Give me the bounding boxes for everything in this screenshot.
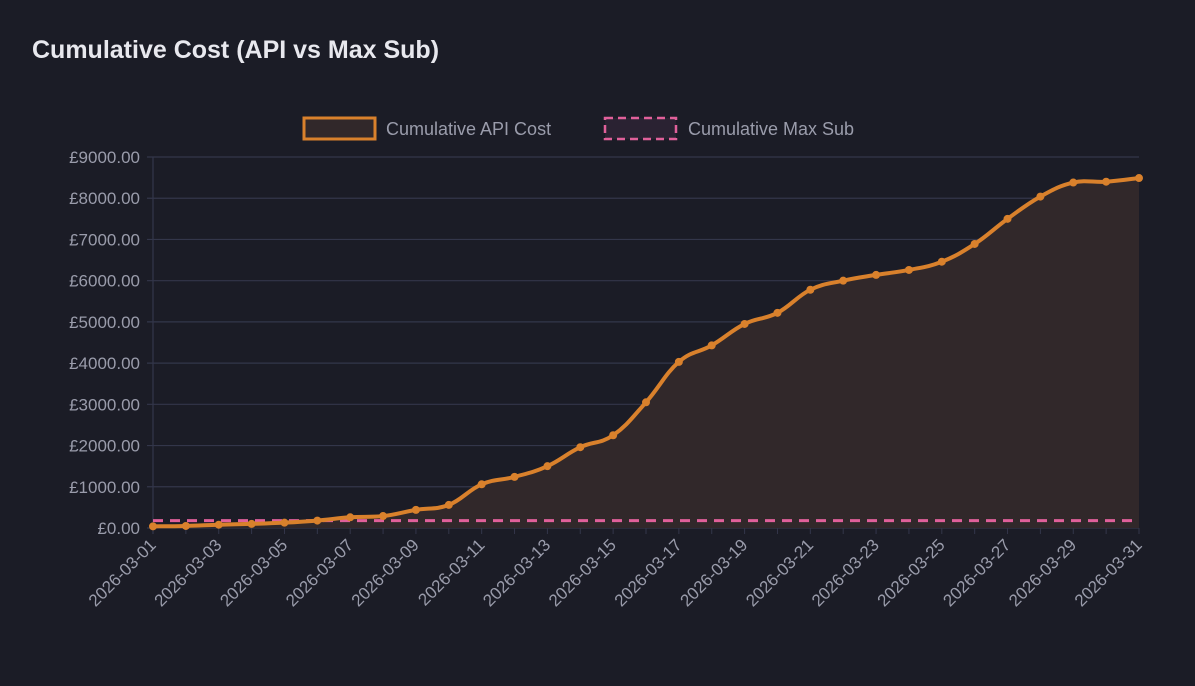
api-cost-point xyxy=(510,472,519,481)
api-cost-point xyxy=(642,398,650,407)
y-tick-label: £3000.00 xyxy=(69,395,140,414)
legend-label-max-sub: Cumulative Max Sub xyxy=(688,119,854,139)
api-cost-point xyxy=(247,519,256,528)
api-cost-point xyxy=(379,512,388,521)
chart-title: Cumulative Cost (API vs Max Sub) xyxy=(32,36,440,64)
api-cost-point xyxy=(1135,174,1143,183)
api-cost-point xyxy=(937,257,946,266)
legend-label-api: Cumulative API Cost xyxy=(386,119,551,139)
api-cost-point xyxy=(1003,214,1012,223)
x-tick-label: 2026-03-03 xyxy=(151,535,226,610)
api-cost-area xyxy=(153,178,1139,529)
api-cost-point xyxy=(576,443,585,452)
api-cost-point xyxy=(149,522,157,531)
api-cost-point xyxy=(707,341,716,350)
y-tick-label: £7000.00 xyxy=(69,230,140,249)
x-tick-label: 2026-03-21 xyxy=(742,535,817,610)
api-cost-point xyxy=(806,285,815,294)
y-tick-label: £1000.00 xyxy=(69,478,140,497)
x-tick-label: 2026-03-27 xyxy=(939,535,1014,610)
legend-swatch-max-sub xyxy=(603,116,678,141)
api-cost-point xyxy=(313,516,322,525)
x-tick-label: 2026-03-23 xyxy=(808,535,883,610)
legend-swatch-api xyxy=(302,116,377,141)
x-tick-label: 2026-03-11 xyxy=(414,535,488,609)
api-cost-point xyxy=(970,239,979,248)
x-tick-label: 2026-03-13 xyxy=(479,535,554,610)
api-cost-point xyxy=(674,357,683,366)
y-tick-label: £5000.00 xyxy=(69,313,140,332)
api-cost-point xyxy=(181,521,190,530)
api-cost-point xyxy=(1036,192,1045,201)
api-cost-point xyxy=(740,319,749,328)
x-tick-label: 2026-03-15 xyxy=(545,535,620,610)
x-tick-label: 2026-03-01 xyxy=(85,535,160,610)
api-cost-point xyxy=(280,518,289,527)
api-cost-point xyxy=(346,513,355,522)
y-tick-label: £4000.00 xyxy=(69,354,140,373)
x-tick-label: 2026-03-25 xyxy=(874,535,949,610)
api-cost-point xyxy=(411,505,420,514)
y-tick-label: £2000.00 xyxy=(69,437,140,456)
api-cost-point xyxy=(214,520,223,529)
api-cost-point xyxy=(839,276,848,285)
api-cost-point xyxy=(543,462,552,471)
api-cost-point xyxy=(609,431,618,440)
y-tick-label: £0.00 xyxy=(97,519,140,538)
api-cost-point xyxy=(1102,177,1111,186)
api-cost-point xyxy=(1069,178,1078,187)
api-cost-point xyxy=(773,308,782,317)
x-tick-label: 2026-03-09 xyxy=(348,535,423,610)
api-cost-point xyxy=(444,500,453,509)
y-tick-label: £9000.00 xyxy=(69,148,140,167)
api-cost-point xyxy=(904,265,913,274)
x-tick-label: 2026-03-31 xyxy=(1071,535,1146,610)
x-tick-label: 2026-03-07 xyxy=(282,535,357,610)
api-cost-point xyxy=(477,480,486,489)
x-tick-label: 2026-03-19 xyxy=(676,535,751,610)
y-tick-label: £6000.00 xyxy=(69,272,140,291)
y-tick-label: £8000.00 xyxy=(69,189,140,208)
x-tick-label: 2026-03-29 xyxy=(1005,535,1080,610)
x-tick-label: 2026-03-17 xyxy=(611,535,686,610)
api-cost-point xyxy=(872,270,881,279)
x-tick-label: 2026-03-05 xyxy=(216,535,291,610)
